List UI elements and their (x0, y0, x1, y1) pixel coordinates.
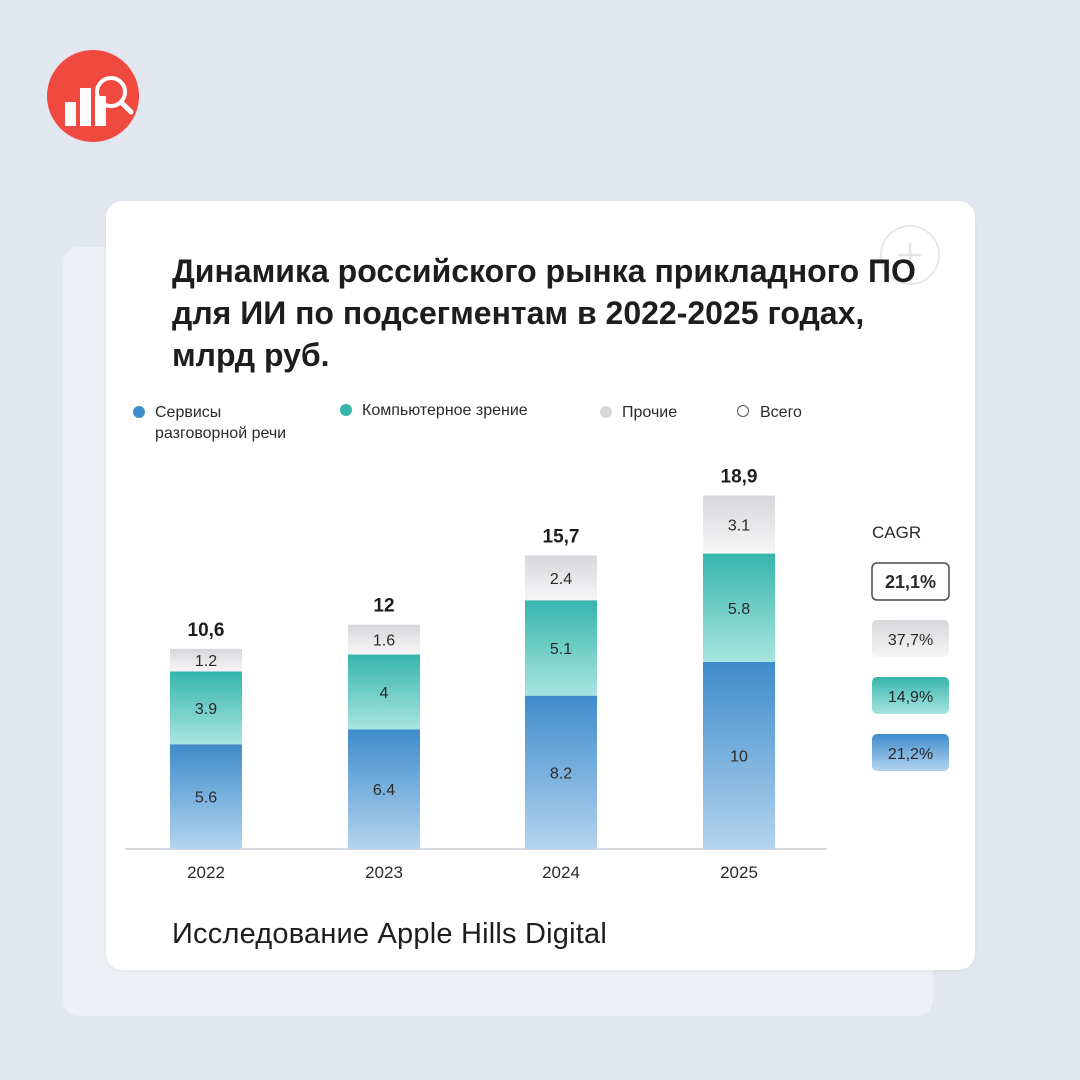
legend-dot-other (600, 406, 612, 418)
cagr-value-voice: 21,2% (888, 746, 933, 763)
bar-vision-2022 (170, 671, 242, 745)
legend-label-vision: Компьютерное зрение (362, 402, 528, 419)
legend-label-total: Всего (760, 404, 802, 421)
data-label-voice-2022: 5.6 (195, 790, 217, 807)
cagr-badge-total (871, 562, 950, 601)
data-label-other-2024: 2.4 (550, 571, 572, 588)
bars-group (170, 495, 775, 849)
bar-voice-2024 (525, 695, 597, 849)
x-tick-label-2022: 2022 (187, 863, 225, 882)
bar-other-2024 (525, 555, 597, 601)
data-label-other-2025: 3.1 (728, 518, 750, 535)
total-label-2023: 12 (373, 596, 394, 617)
chart-title: Динамика российского рынка прикладного П… (172, 253, 916, 373)
logo-lens (95, 76, 127, 108)
cagr-badges: 21,1% 37,7% 14,9% 21,2% (871, 562, 950, 771)
total-label-2024: 15,7 (543, 526, 580, 547)
legend-label-other: Прочие (622, 404, 678, 421)
data-label-vision-2025: 5.8 (728, 601, 750, 618)
x-tick-label-2025: 2025 (720, 863, 758, 882)
bar-vision-2025 (703, 553, 775, 662)
cagr-heading: CAGR (872, 523, 921, 542)
data-label-other-2023: 1.6 (373, 633, 395, 650)
data-label-other-2022: 1.2 (195, 653, 217, 670)
bar-vision-2023 (348, 654, 420, 730)
total-label-2022: 10,6 (188, 620, 225, 641)
x-tick-label-2024: 2024 (542, 863, 580, 882)
bar-vision-2024 (525, 600, 597, 696)
bar-other-2025 (703, 495, 775, 554)
cagr-value-total: 21,1% (885, 572, 936, 592)
cagr-badge-voice (872, 734, 949, 771)
data-label-voice-2023: 6.4 (373, 782, 395, 799)
labels-group: 5.6 3.9 1.2 10,6 2022 6.4 4 1.6 12 2023 8.2 5.1 2.4 1… (187, 467, 758, 882)
legend-dot-total (737, 405, 749, 417)
chart-magnifier-icon (47, 50, 139, 142)
bar-other-2023 (348, 624, 420, 655)
cagr-badge-vision (872, 677, 949, 714)
bar-voice-2025 (703, 662, 775, 849)
cagr-value-vision: 14,9% (888, 689, 933, 706)
legend-dot-voice (133, 406, 145, 418)
bar-voice-2023 (348, 729, 420, 849)
logo-bar-2 (80, 88, 91, 126)
plus-button[interactable] (880, 225, 940, 285)
bar-other-2022 (170, 648, 242, 672)
bar-voice-2022 (170, 744, 242, 849)
x-tick-label-2023: 2023 (365, 863, 403, 882)
data-label-voice-2025: 10 (730, 749, 748, 766)
legend-dot-vision (340, 404, 352, 416)
plus-icon (898, 243, 922, 267)
data-label-voice-2024: 8.2 (550, 765, 572, 782)
data-label-vision-2023: 4 (380, 685, 389, 702)
cagr-value-other: 37,7% (888, 632, 933, 649)
logo-handle (118, 99, 134, 115)
data-label-vision-2024: 5.1 (550, 641, 572, 658)
legend-label-voice: Сервисы разговорной речи (155, 404, 287, 442)
logo-bar-3 (95, 96, 106, 126)
total-label-2025: 18,9 (721, 467, 758, 488)
source-footer: Исследование Apple Hills Digital (172, 918, 607, 950)
logo-bar-1 (65, 102, 76, 126)
cagr-badge-other (872, 620, 949, 657)
data-label-vision-2022: 3.9 (195, 701, 217, 718)
